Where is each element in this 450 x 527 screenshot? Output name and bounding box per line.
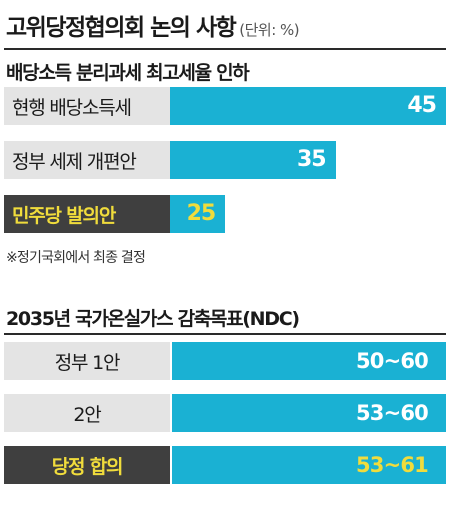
data-label: 45	[407, 93, 437, 118]
bar	[170, 141, 336, 179]
value-bar	[172, 446, 446, 484]
category-label: 민주당 발의안	[4, 195, 170, 233]
section-title-dividend-tax: 배당소득 분리과세 최고세율 인하	[6, 62, 250, 84]
category-label: 현행 배당소득세	[4, 87, 170, 125]
bar	[170, 87, 446, 125]
table-row: 2안 53~60	[4, 394, 446, 432]
row-label: 당정 합의	[4, 446, 170, 484]
row-value: 50~60	[355, 349, 429, 373]
row-value: 53~61	[355, 453, 429, 477]
row-label: 정부 1안	[4, 342, 170, 380]
footnote: ※정기국회에서 최종 결정	[6, 250, 146, 266]
bar-row: 현행 배당소득세 45	[4, 87, 446, 125]
unit-label: (단위: %)	[239, 21, 300, 39]
row-label: 2안	[4, 394, 170, 432]
section-title-ndc: 2035년 국가온실가스 감축목표(NDC)	[6, 308, 300, 330]
bar	[170, 195, 226, 233]
data-label: 35	[296, 147, 327, 172]
table-row: 정부 1안 50~60	[4, 342, 446, 380]
data-label: 25	[186, 201, 217, 226]
ndc-divider	[4, 333, 446, 335]
value-bar	[172, 394, 446, 432]
bar-row: 민주당 발의안 25	[4, 195, 446, 233]
bar-row: 정부 세제 개편안 35	[4, 141, 446, 179]
chart-title-text: 고위당정협의회 논의 사항	[6, 15, 237, 41]
row-value: 53~60	[355, 401, 429, 425]
title-divider	[4, 48, 446, 50]
value-bar	[172, 342, 446, 380]
table-row: 당정 합의 53~61	[4, 446, 446, 484]
chart-title: 고위당정협의회 논의 사항 (단위: %)	[6, 8, 300, 42]
category-label: 정부 세제 개편안	[4, 141, 170, 179]
